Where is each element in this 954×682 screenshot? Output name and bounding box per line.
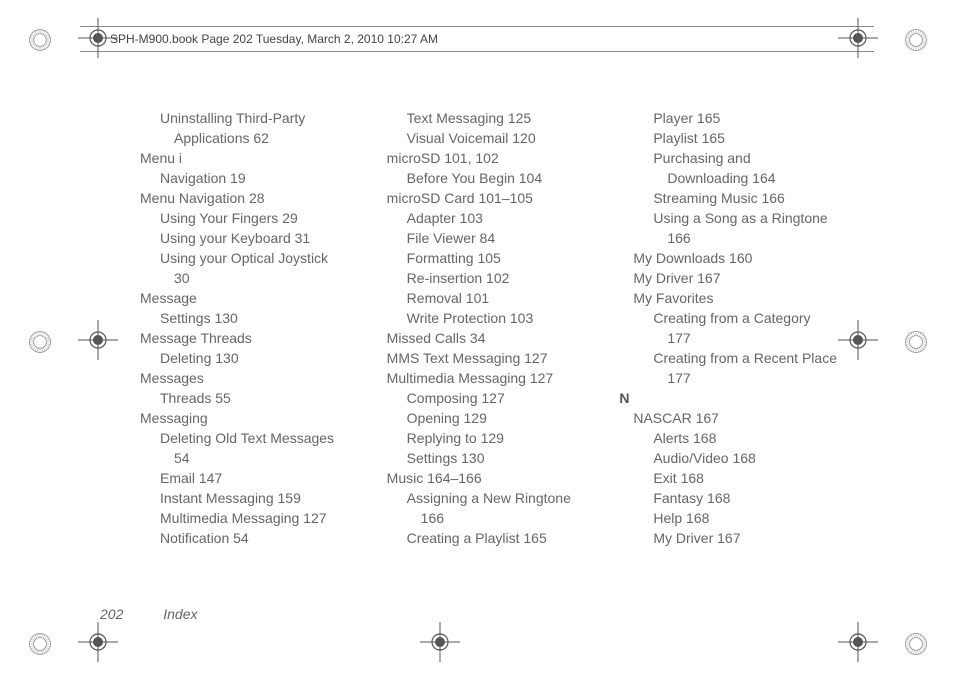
index-entry: Menu Navigation 28	[140, 188, 367, 208]
index-entry: Messaging	[140, 408, 367, 428]
index-entry: Purchasing and	[633, 148, 860, 168]
index-entry: Fantasy 168	[633, 488, 860, 508]
index-entry: Using your Keyboard 31	[140, 228, 367, 248]
index-entry: N	[619, 388, 860, 408]
index-entry: Re-insertion 102	[387, 268, 614, 288]
registration-mark-icon	[902, 328, 930, 356]
index-entry: My Downloads 160	[633, 248, 860, 268]
index-entry: Using Your Fingers 29	[140, 208, 367, 228]
index-entry: Messages	[140, 368, 367, 388]
index-entry: Multimedia Messaging 127	[387, 368, 614, 388]
index-entry: Settings 130	[387, 448, 614, 468]
registration-mark-icon	[902, 26, 930, 54]
index-entry: My Driver 167	[633, 268, 860, 288]
index-entry: 177	[633, 328, 860, 348]
index-entry: Streaming Music 166	[633, 188, 860, 208]
crop-mark-icon	[838, 320, 878, 360]
crop-mark-icon	[78, 622, 118, 662]
crop-mark-icon	[838, 622, 878, 662]
crop-mark-icon	[78, 320, 118, 360]
crop-mark-icon	[838, 18, 878, 58]
index-entry: 166	[387, 508, 614, 528]
index-entry: Composing 127	[387, 388, 614, 408]
index-entry: 177	[633, 368, 860, 388]
index-entry: Exit 168	[633, 468, 860, 488]
index-col-3: Player 165Playlist 165Purchasing andDown…	[633, 108, 860, 548]
index-entry: Message	[140, 288, 367, 308]
crop-mark-icon	[420, 622, 460, 662]
index-entry: Replying to 129	[387, 428, 614, 448]
page-header: SPH-M900.book Page 202 Tuesday, March 2,…	[80, 26, 874, 52]
index-entry: Playlist 165	[633, 128, 860, 148]
index-entry: MMS Text Messaging 127	[387, 348, 614, 368]
header-text: SPH-M900.book Page 202 Tuesday, March 2,…	[110, 32, 438, 46]
index-entry: Audio/Video 168	[633, 448, 860, 468]
index-entry: Navigation 19	[140, 168, 367, 188]
index-entry: Message Threads	[140, 328, 367, 348]
footer-label: Index	[163, 606, 197, 622]
index-entry: Creating from a Recent Place	[633, 348, 860, 368]
index-entry: Email 147	[140, 468, 367, 488]
registration-mark-icon	[26, 630, 54, 658]
index-entry: Alerts 168	[633, 428, 860, 448]
index-entry: Threads 55	[140, 388, 367, 408]
index-entry: Instant Messaging 159	[140, 488, 367, 508]
index-entry: NASCAR 167	[633, 408, 860, 428]
index-entry: Write Protection 103	[387, 308, 614, 328]
index-entry: Deleting 130	[140, 348, 367, 368]
index-entry: Downloading 164	[633, 168, 860, 188]
index-entry: Adapter 103	[387, 208, 614, 228]
registration-mark-icon	[902, 630, 930, 658]
index-entry: Missed Calls 34	[387, 328, 614, 348]
registration-mark-icon	[26, 26, 54, 54]
index-col-1: Uninstalling Third-PartyApplications 62M…	[140, 108, 367, 548]
index-entry: Using a Song as a Ringtone	[633, 208, 860, 228]
index-entry: Using your Optical Joystick	[140, 248, 367, 268]
index-entry: microSD 101, 102	[387, 148, 614, 168]
index-entry: Formatting 105	[387, 248, 614, 268]
index-entry: Creating from a Category	[633, 308, 860, 328]
index-entry: Music 164–166	[387, 468, 614, 488]
index-entry: Player 165	[633, 108, 860, 128]
index-entry: Creating a Playlist 165	[387, 528, 614, 548]
index-entry: Settings 130	[140, 308, 367, 328]
page-number: 202	[100, 606, 123, 622]
index-entry: My Favorites	[633, 288, 860, 308]
index-entry: Visual Voicemail 120	[387, 128, 614, 148]
index-entry: 166	[633, 228, 860, 248]
index-entry: Before You Begin 104	[387, 168, 614, 188]
index-entry: Multimedia Messaging 127	[140, 508, 367, 528]
index-entry: Uninstalling Third-Party	[140, 108, 367, 128]
index-entry: Assigning a New Ringtone	[387, 488, 614, 508]
crop-mark-icon	[78, 18, 118, 58]
index-entry: Notification 54	[140, 528, 367, 548]
index-entry: Deleting Old Text Messages	[140, 428, 367, 448]
index-entry: Opening 129	[387, 408, 614, 428]
page-footer: 202 Index	[100, 606, 198, 622]
index-entry: Help 168	[633, 508, 860, 528]
index-entry: microSD Card 101–105	[387, 188, 614, 208]
index-entry: Removal 101	[387, 288, 614, 308]
index-entry: Menu i	[140, 148, 367, 168]
index-entry: Text Messaging 125	[387, 108, 614, 128]
index-entry: 54	[140, 448, 367, 468]
index-entry: Applications 62	[140, 128, 367, 148]
index-col-2: Text Messaging 125Visual Voicemail 120mi…	[387, 108, 614, 548]
index-entry: File Viewer 84	[387, 228, 614, 248]
index-entry: My Driver 167	[633, 528, 860, 548]
index-columns: Uninstalling Third-PartyApplications 62M…	[140, 108, 860, 548]
index-entry: 30	[140, 268, 367, 288]
registration-mark-icon	[26, 328, 54, 356]
